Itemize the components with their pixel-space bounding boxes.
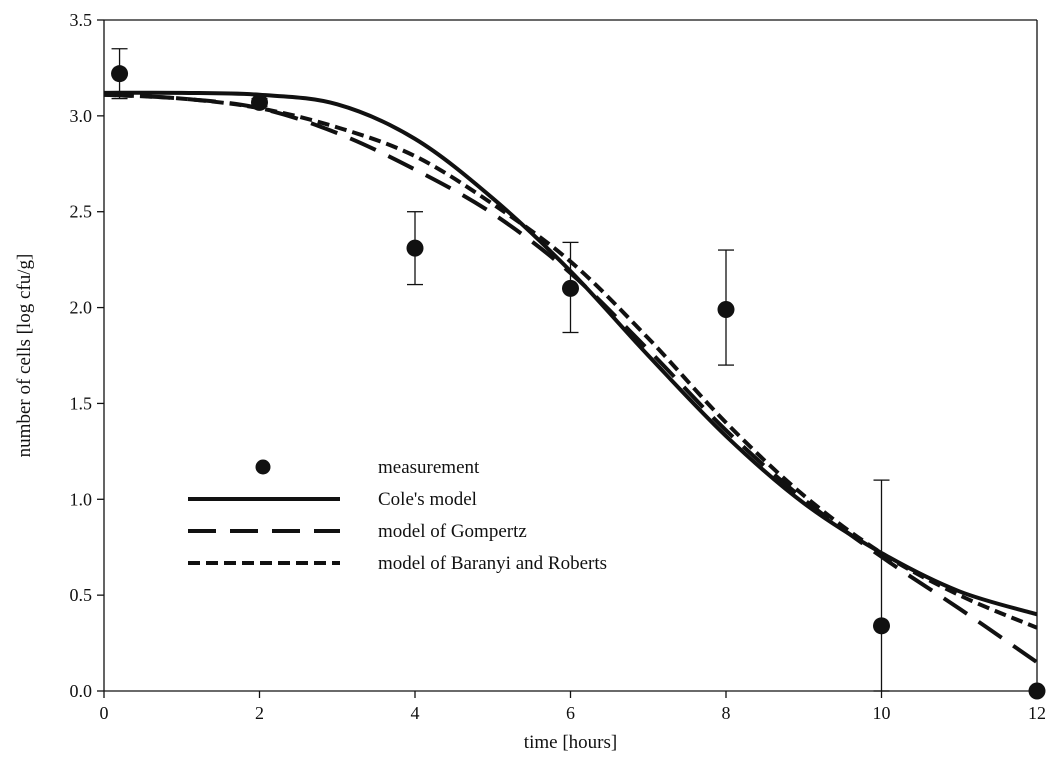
legend-label: model of Gompertz (378, 521, 527, 542)
legend: measurement Cole's model model of Gompertz… (188, 457, 607, 574)
x-tick-label: 4 (411, 703, 420, 723)
y-tick-label: 1.5 (70, 393, 93, 413)
measurement-point (1028, 682, 1046, 700)
measurement-points (111, 65, 1046, 700)
y-tick-label: 3.0 (70, 106, 93, 126)
x-tick-label: 0 (100, 703, 109, 723)
axes (103, 19, 1038, 692)
y-tick-label: 2.0 (70, 298, 93, 318)
measurement-point (873, 617, 890, 635)
y-axis-title: number of cells [log cfu/g] (14, 254, 35, 458)
y-tick-label: 1.0 (70, 489, 93, 509)
legend-label: model of Baranyi and Roberts (378, 553, 607, 574)
legend-marker (255, 459, 271, 475)
x-tick-label: 10 (873, 703, 891, 723)
y-tick-label: 2.5 (70, 202, 93, 222)
measurement-point (406, 239, 424, 257)
y-tick-label: 0.5 (70, 585, 93, 605)
x-tick-label: 8 (722, 703, 731, 723)
measurement-point (717, 300, 735, 318)
legend-label: Cole's model (378, 489, 477, 510)
x-tick-label: 6 (566, 703, 575, 723)
model-curves (103, 90, 1039, 664)
y-tick-label: 0.0 (70, 681, 93, 701)
measurement-point (562, 279, 579, 297)
series-line-solid (103, 90, 1038, 617)
y-tick-label: 3.5 (70, 10, 93, 30)
x-axis-title: time [hours] (524, 732, 617, 753)
tick-marks: 0 2 4 6 8 10 12 0.0 0.5 1.0 1.5 2.0 2.5 3.0 3.5 (70, 10, 1047, 723)
x-tick-label: 12 (1028, 703, 1046, 723)
series-line-short-dash (103, 92, 1038, 630)
error-bars (111, 48, 890, 692)
measurement-point (251, 93, 268, 111)
measurement-point (111, 65, 129, 83)
x-tick-label: 2 (255, 703, 264, 723)
series-line-long-dash (103, 92, 1039, 664)
legend-label: measurement (378, 457, 480, 478)
